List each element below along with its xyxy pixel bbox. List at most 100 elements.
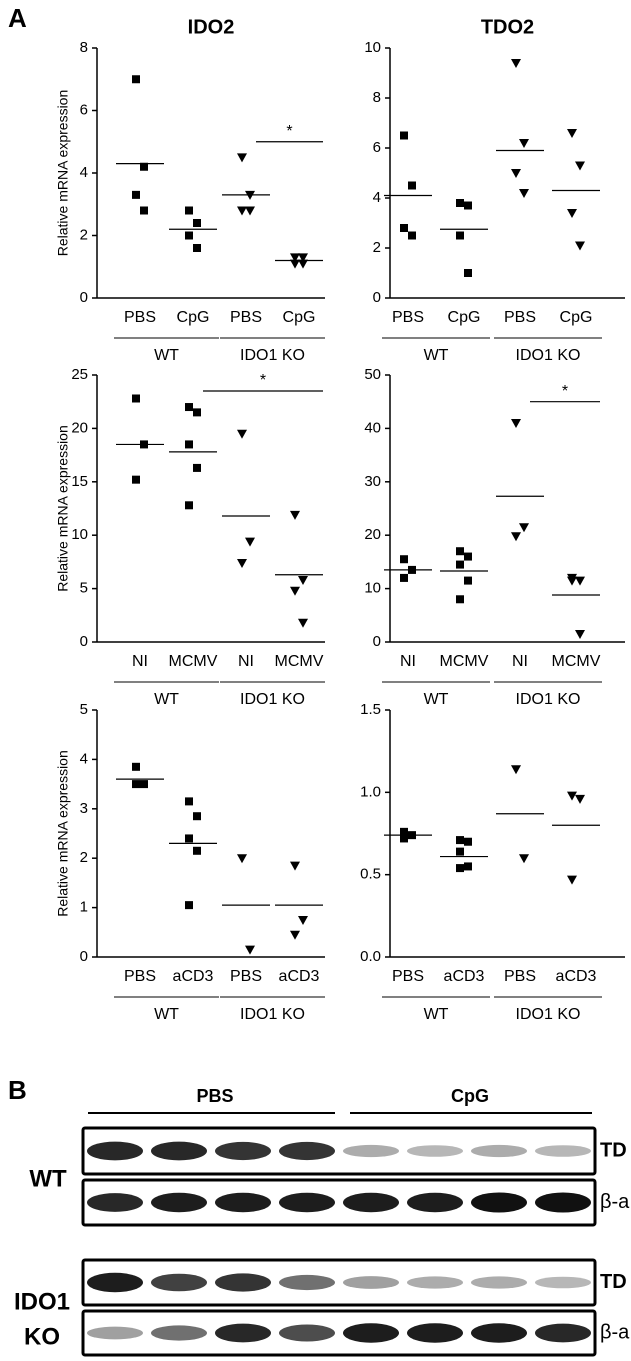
- group-label: IDO1 KO: [240, 347, 305, 364]
- x-tick-label: aCD3: [556, 968, 597, 985]
- x-tick-label: MCMV: [169, 653, 218, 670]
- y-tick-label: 8: [373, 89, 381, 106]
- data-point: [400, 224, 408, 232]
- data-point: [185, 206, 193, 215]
- blot-band: [343, 1276, 399, 1289]
- chart-title: IDO2: [188, 16, 235, 38]
- y-tick-label: 25: [71, 366, 88, 383]
- data-point: [237, 854, 247, 864]
- data-point: [132, 762, 140, 771]
- blot-band: [535, 1323, 591, 1343]
- x-tick-label: CpG: [560, 309, 593, 326]
- x-tick-label: aCD3: [173, 968, 214, 985]
- blot-band: [471, 1144, 527, 1158]
- data-point: [298, 576, 308, 586]
- group-label: WT: [154, 347, 179, 364]
- y-tick-label: 8: [80, 39, 88, 56]
- y-tick-label: 4: [80, 750, 88, 767]
- data-point: [456, 547, 464, 556]
- blot-band: [215, 1192, 271, 1213]
- y-tick-label: 0: [373, 289, 381, 306]
- data-point: [245, 537, 255, 547]
- blot-band: [407, 1192, 463, 1213]
- data-point: [237, 153, 247, 163]
- x-tick-label: PBS: [504, 309, 536, 326]
- condition-label: PBS: [196, 1086, 233, 1106]
- data-point: [185, 440, 193, 449]
- data-point: [511, 169, 521, 178]
- data-point: [464, 837, 472, 846]
- blot-target: β-a: [600, 1321, 630, 1343]
- data-point: [193, 812, 201, 821]
- y-tick-label: 20: [71, 419, 88, 436]
- y-tick-label: 2: [80, 849, 88, 866]
- y-axis-label: Relative mRNA expression: [55, 425, 71, 592]
- y-axis-label: Relative mRNA expression: [55, 750, 71, 917]
- y-tick-label: 0: [80, 948, 88, 965]
- blot-band: [215, 1141, 271, 1161]
- data-point: [290, 861, 300, 871]
- data-point: [193, 219, 201, 227]
- data-point: [140, 162, 148, 171]
- y-tick-label: 6: [373, 139, 381, 156]
- y-tick-label: 0: [373, 633, 381, 650]
- blot-band: [535, 1192, 591, 1213]
- panel-label: A: [8, 3, 27, 33]
- blot-band: [87, 1326, 143, 1340]
- blot-band: [151, 1325, 207, 1341]
- condition-label: CpG: [451, 1086, 489, 1106]
- y-tick-label: 0.5: [360, 866, 381, 883]
- data-point: [519, 523, 529, 533]
- data-point: [290, 253, 300, 263]
- data-point: [132, 394, 140, 403]
- data-point: [464, 269, 472, 277]
- blot-target: β-a: [600, 1191, 630, 1213]
- data-point: [456, 836, 464, 845]
- genotype-label: IDO1: [14, 1288, 70, 1315]
- data-point: [567, 875, 577, 885]
- y-tick-label: 0: [80, 289, 88, 306]
- x-tick-label: NI: [512, 653, 528, 670]
- data-point: [185, 797, 193, 806]
- y-tick-label: 0.0: [360, 948, 381, 965]
- data-point: [575, 161, 585, 171]
- y-tick-label: 15: [71, 473, 88, 490]
- x-tick-label: NI: [132, 653, 148, 670]
- blot-band: [279, 1192, 335, 1213]
- blot-band: [279, 1141, 335, 1161]
- data-point: [237, 558, 247, 568]
- data-point: [456, 199, 464, 207]
- x-tick-label: PBS: [392, 309, 424, 326]
- blot-band: [87, 1193, 143, 1212]
- y-tick-label: 1.5: [360, 701, 381, 718]
- y-tick-label: 1.0: [360, 783, 381, 800]
- data-point: [298, 253, 308, 263]
- data-point: [575, 576, 585, 586]
- y-tick-label: 6: [80, 101, 88, 118]
- blot-band: [343, 1144, 399, 1158]
- group-label: IDO1 KO: [240, 691, 305, 708]
- data-point: [290, 586, 300, 596]
- genotype-label: WT: [29, 1165, 67, 1192]
- blot-band: [407, 1323, 463, 1343]
- data-point: [511, 59, 521, 68]
- data-point: [290, 510, 300, 520]
- data-point: [132, 190, 140, 199]
- group-label: IDO1 KO: [516, 347, 581, 364]
- blot-band: [407, 1145, 463, 1157]
- x-tick-label: MCMV: [275, 653, 324, 670]
- data-point: [511, 765, 521, 775]
- blot-band: [279, 1324, 335, 1342]
- y-tick-label: 10: [364, 39, 381, 56]
- data-point: [193, 408, 201, 417]
- data-point: [456, 595, 464, 604]
- data-point: [290, 259, 300, 269]
- blot-band: [407, 1276, 463, 1289]
- data-point: [456, 560, 464, 569]
- x-tick-label: PBS: [124, 968, 156, 985]
- data-point: [400, 834, 408, 843]
- data-point: [298, 915, 308, 925]
- data-point: [567, 573, 577, 583]
- panel-label: B: [8, 1075, 27, 1105]
- data-point: [511, 419, 521, 429]
